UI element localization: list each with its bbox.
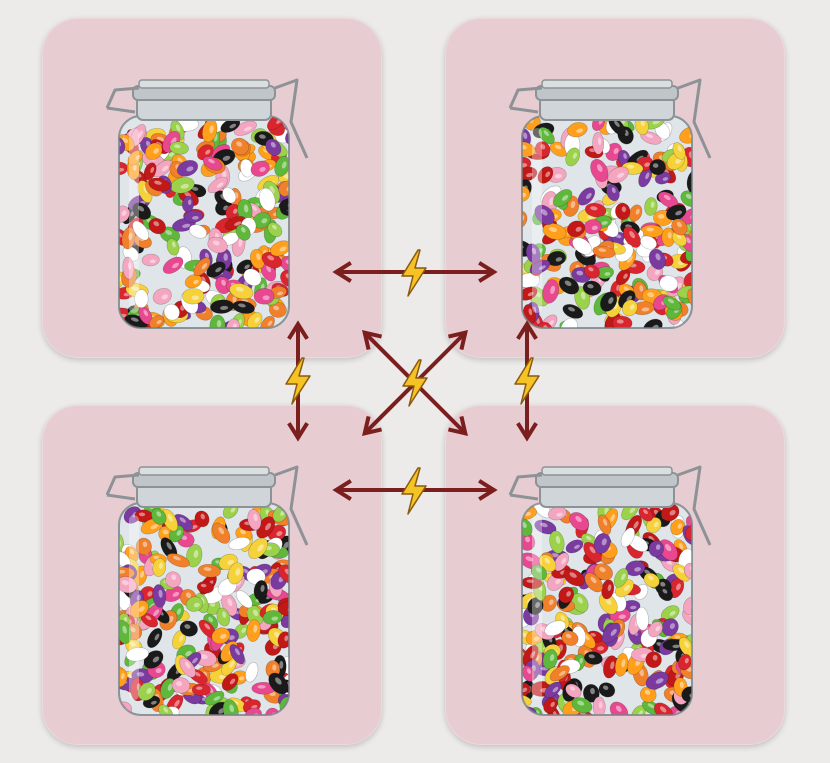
lightning-bolt-icon	[401, 249, 427, 297]
jelly-bean-jar-bottom-right	[508, 465, 712, 716]
lightning-bolt-icon	[402, 359, 428, 407]
lightning-bolt-icon	[514, 357, 540, 405]
jar-tile-bottom-left	[42, 405, 382, 745]
lightning-bolt-icon	[401, 467, 427, 515]
bidirectional-arrow	[362, 330, 468, 436]
jar-tile-top-left	[42, 18, 382, 358]
lightning-bolt-icon	[285, 357, 311, 405]
connection-top-left-to-bottom-right	[362, 330, 468, 436]
jelly-bean-jar-top-left	[105, 78, 309, 329]
jelly-bean-jar-bottom-left	[105, 465, 309, 716]
jar-tile-top-right	[445, 18, 785, 358]
jelly-bean-jar-top-right	[508, 78, 712, 329]
connection-top-right-to-bottom-left	[362, 330, 468, 436]
jar-tile-bottom-right	[445, 405, 785, 745]
bidirectional-arrow	[362, 330, 468, 436]
